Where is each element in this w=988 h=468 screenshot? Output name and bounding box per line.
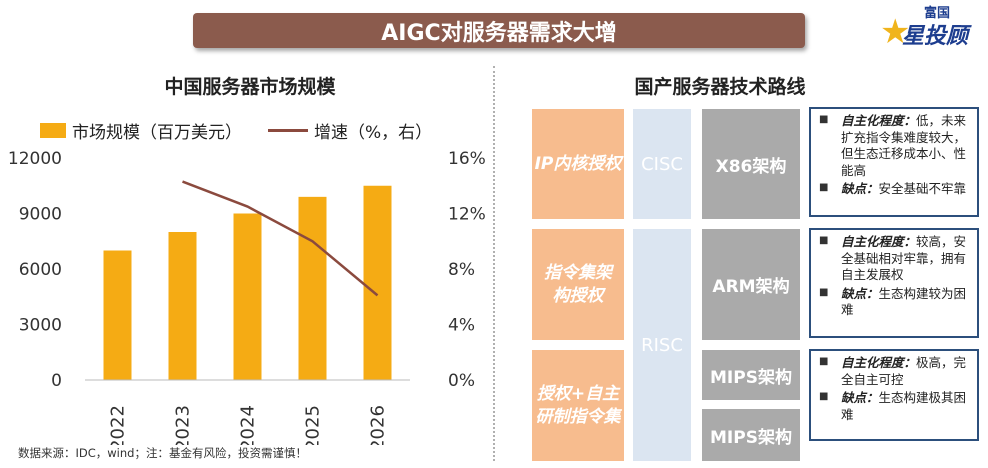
desc-x86-autonomy-value: 低，未来扩充指令集难度较大，但生态迁移成本小、性能高 <box>841 113 967 178</box>
arch-mips-2-label: MIPS架构 <box>710 427 792 448</box>
legend-line-label: 增速（%，右） <box>314 123 433 143</box>
isa-cisc-label: CISC <box>641 153 683 175</box>
bar <box>233 213 262 380</box>
legend-bar-swatch <box>40 123 66 138</box>
section-divider <box>493 66 495 461</box>
growth-line <box>182 180 379 297</box>
x-tick-label: 2024 <box>238 405 259 445</box>
x-tick-label: 2022 <box>108 405 129 445</box>
isa-risc: RISC <box>633 229 691 461</box>
arch-arm: ARM架构 <box>702 229 800 340</box>
auth-isa: 指令集架构授权 <box>532 229 624 340</box>
desc-arm-weakness: 缺点：生态构建较为困难 <box>819 286 971 319</box>
desc-mips-weakness: 缺点：生态构建极其困难 <box>819 390 971 423</box>
desc-mips-autonomy-value: 极高，完全自主可控 <box>841 355 967 387</box>
bar <box>363 185 392 380</box>
chart-title: 中国服务器市场规模 <box>164 76 336 98</box>
isa-cisc: CISC <box>633 109 691 219</box>
y-right-tick-label: 12% <box>448 205 486 225</box>
tech-route-title: 国产服务器技术路线 <box>634 76 806 98</box>
desc-x86-autonomy-key: 自主化程度： <box>841 113 917 128</box>
desc-x86-autonomy: 自主化程度：低，未来扩充指令集难度较大，但生态迁移成本小、性能高 <box>819 113 971 179</box>
logo-top-text: 富国 <box>924 6 951 21</box>
auth-ip-core-label: IP内核授权 <box>534 153 622 174</box>
desc-x86-weakness-key: 缺点： <box>841 181 879 196</box>
x-tick-label: 2025 <box>303 405 324 445</box>
desc-x86-weakness-value: 安全基础不牢靠 <box>878 181 967 196</box>
star-icon: ★ <box>880 12 911 52</box>
desc-x86: 自主化程度：低，未来扩充指令集难度较大，但生态迁移成本小、性能高 缺点：安全基础… <box>809 107 979 217</box>
auth-self-dev-label: 授权+自主研制指令集 <box>535 383 621 427</box>
legend-line-swatch <box>268 129 308 132</box>
banner-title: AIGC对服务器需求大增 <box>381 20 617 46</box>
desc-mips-autonomy: 自主化程度：极高，完全自主可控 <box>819 355 971 388</box>
server-market-chart: 0 3000 6000 9000 12000 0% 4% 8% 12% 16% 2022 2023 20… <box>8 149 486 445</box>
desc-arm: 自主化程度：较高，安全基础相对牢靠，拥有自主发展权 缺点：生态构建较为困难 <box>809 228 979 338</box>
y-left-tick-label: 6000 <box>19 260 62 280</box>
desc-x86-weakness: 缺点：安全基础不牢靠 <box>819 181 971 198</box>
chart-legend: 市场规模（百万美元） 增速（%，右） <box>40 118 432 143</box>
x-tick-label: 2026 <box>368 405 389 445</box>
desc-mips-weakness-value: 生态构建极其困难 <box>841 390 967 422</box>
y-right-tick-label: 16% <box>448 149 486 169</box>
bar <box>168 232 197 380</box>
isa-risc-label: RISC <box>641 334 683 356</box>
arch-mips-2: MIPS架构 <box>702 409 800 461</box>
brand-logo: ★ 富国 星投顾 <box>880 2 980 56</box>
desc-arm-autonomy-key: 自主化程度： <box>841 234 917 249</box>
y-left-tick-label: 0 <box>51 371 62 391</box>
arch-x86-label: X86架构 <box>715 156 787 177</box>
desc-arm-autonomy: 自主化程度：较高，安全基础相对牢靠，拥有自主发展权 <box>819 234 971 284</box>
desc-arm-weakness-key: 缺点： <box>841 285 879 301</box>
y-left-tick-label: 3000 <box>19 316 62 336</box>
y-right-tick-label: 0% <box>448 371 475 391</box>
desc-mips: 自主化程度：极高，完全自主可控 缺点：生态构建极其困难 <box>809 349 979 441</box>
y-right-tick-label: 4% <box>448 316 475 336</box>
arch-mips-1: MIPS架构 <box>702 350 800 400</box>
auth-self-dev: 授权+自主研制指令集 <box>532 350 624 461</box>
auth-ip-core: IP内核授权 <box>532 109 624 219</box>
x-tick-label: 2023 <box>173 405 194 445</box>
desc-arm-autonomy-value: 较高，安全基础相对牢靠，拥有自主发展权 <box>841 234 967 282</box>
legend-bar-label: 市场规模（百万美元） <box>72 123 242 143</box>
arch-x86: X86架构 <box>702 109 800 219</box>
arch-mips-1-label: MIPS架构 <box>710 367 792 388</box>
y-right-tick-label: 8% <box>448 260 475 280</box>
logo-main-text: 星投顾 <box>902 24 969 49</box>
auth-isa-label: 指令集架构授权 <box>544 262 612 306</box>
y-left-tick-label: 9000 <box>19 205 62 225</box>
y-left-tick-label: 12000 <box>8 149 62 169</box>
data-source-note: 数据来源：IDC，wind；注：基金有风险，投资需谨慎！ <box>18 446 307 460</box>
bar <box>298 196 327 380</box>
desc-mips-autonomy-key: 自主化程度： <box>841 355 917 370</box>
desc-mips-weakness-key: 缺点： <box>841 390 879 405</box>
title-banner: AIGC对服务器需求大增 <box>193 13 805 48</box>
bar <box>103 250 132 380</box>
desc-arm-weakness-value: 生态构建较为困难 <box>841 285 967 318</box>
arch-arm-label: ARM架构 <box>712 277 790 297</box>
